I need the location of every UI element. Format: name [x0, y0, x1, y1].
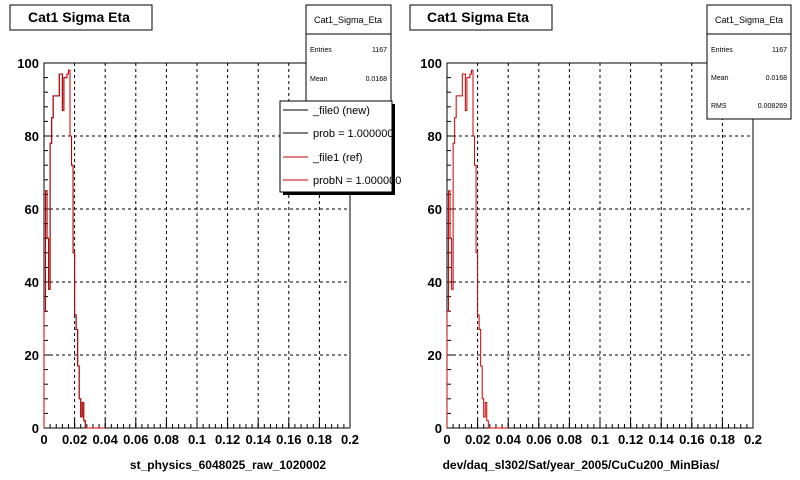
right-title-box: [409, 4, 553, 31]
right-y-tick-label: 20: [428, 348, 442, 363]
left-stats-box: Cat1_Sigma_Eta Entries 1167 Mean 0.0168: [305, 4, 392, 103]
left-y-tick-label: 60: [25, 202, 39, 217]
left-x-tick-label: 0.1: [188, 432, 206, 447]
right-stats-box: Cat1_Sigma_Eta Entries 1167 Mean 0.0168 …: [706, 4, 792, 120]
right-y-tick-label: 40: [428, 275, 442, 290]
left-y-tick-label: 80: [25, 129, 39, 144]
left-grid: [44, 62, 350, 428]
right-stats-mean-label: Mean: [711, 75, 729, 82]
right-histogram-ref: [446, 69, 509, 429]
right-y-tick-label: 80: [428, 129, 442, 144]
left-x-tick-label: 0.08: [154, 432, 179, 447]
right-x-axis-label: dev/daq_sl302/Sat/year_2005/CuCu200_MinB…: [443, 458, 720, 472]
right-y-tick-label: 0: [435, 421, 442, 436]
legend-entry-ref: _file1 (ref): [312, 152, 363, 164]
right-title: Cat1 Sigma Eta: [427, 9, 529, 25]
right-x-tick-label: 0.04: [496, 432, 522, 447]
right-y-tick-label: 100: [420, 56, 442, 71]
right-x-tick-label: 0.16: [679, 432, 704, 447]
left-x-tick-label: 0.16: [276, 432, 301, 447]
left-stats-entries-label: Entries: [310, 47, 332, 54]
right-x-tick-label: 0: [443, 432, 450, 447]
right-axes: 0 0.02 0.04 0.06 0.08 0.1 0.12 0.14 0.16 0.18 0.2 0…: [420, 56, 762, 447]
left-x-tick-label: 0.06: [123, 432, 148, 447]
right-stats-entries-label: Entries: [711, 47, 733, 54]
left-title: Cat1 Sigma Eta: [28, 9, 130, 25]
right-x-tick-label: 0.18: [710, 432, 735, 447]
left-histogram-ref: [43, 69, 106, 429]
left-axes: 0 0.02 0.04 0.06 0.08 0.1 0.12 0.14 0.16 0.18 0.2 0…: [17, 56, 359, 447]
left-x-tick-label: 0.02: [62, 432, 87, 447]
right-stats-rms-label: RMS: [711, 103, 727, 110]
right-x-tick-label: 0.02: [465, 432, 490, 447]
left-stats-entries-value: 1167: [372, 47, 387, 54]
right-x-tick-label: 0.1: [591, 432, 609, 447]
left-stats-mean-value: 0.0168: [366, 76, 388, 83]
right-stats-entries-value: 1167: [772, 47, 787, 54]
right-x-tick-label: 0.14: [649, 432, 675, 447]
left-legend: _file0 (new) prob = 1.000000 _file1 (ref…: [279, 100, 401, 195]
right-stats-name: Cat1_Sigma_Eta: [715, 15, 783, 25]
left-x-tick-label: 0.2: [341, 432, 359, 447]
right-histogram-panel: Cat1 Sigma Eta 0 0.02 0.04 0.06 0.08 0.1 0.12 0…: [409, 4, 792, 472]
legend-entry-new: _file0 (new): [312, 105, 370, 117]
left-y-tick-label: 100: [17, 56, 39, 71]
right-y-tick-label: 60: [428, 202, 442, 217]
right-x-tick-label: 0.12: [618, 432, 643, 447]
left-x-tick-label: 0.12: [215, 432, 240, 447]
left-y-tick-label: 0: [32, 421, 39, 436]
left-title-box: [9, 4, 153, 31]
legend-entry-probn: probN = 1.000000: [313, 175, 401, 187]
left-y-tick-label: 20: [25, 348, 39, 363]
right-stats-mean-value: 0.0168: [766, 75, 788, 82]
left-stats-mean-label: Mean: [310, 76, 328, 83]
left-histogram-panel: Cat1 Sigma Eta 0 0.02 0.04 0.06 0.08 0.1 0.12 0…: [9, 4, 401, 472]
left-x-tick-label: 0.04: [93, 432, 119, 447]
right-stats-rms-value: 0.008269: [758, 103, 787, 110]
legend-entry-prob: prob = 1.000000: [313, 128, 393, 140]
left-x-tick-label: 0.14: [246, 432, 272, 447]
left-y-tick-label: 40: [25, 275, 39, 290]
right-x-tick-label: 0.2: [744, 432, 762, 447]
right-grid: [447, 62, 753, 428]
left-x-axis-label: st_physics_6048025_raw_1020002: [130, 458, 326, 472]
right-x-tick-label: 0.06: [526, 432, 551, 447]
right-x-tick-label: 0.08: [557, 432, 582, 447]
left-stats-name: Cat1_Sigma_Eta: [314, 15, 382, 25]
left-x-tick-label: 0: [40, 432, 47, 447]
left-x-tick-label: 0.18: [307, 432, 332, 447]
